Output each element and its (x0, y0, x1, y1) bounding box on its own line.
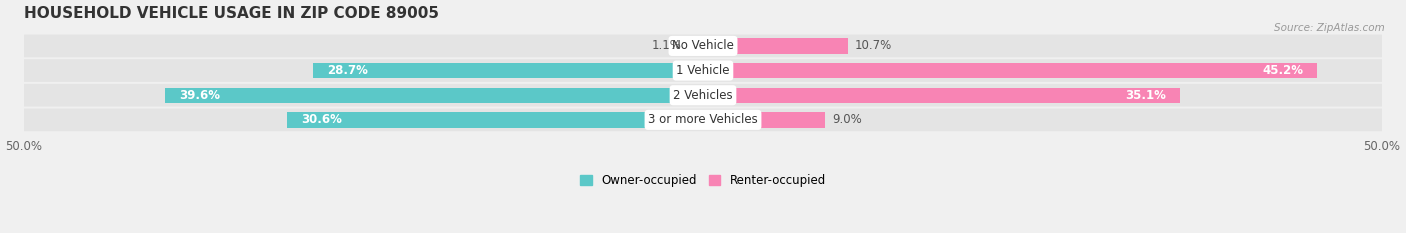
Bar (703, 63, 1317, 78)
Bar (287, 112, 703, 127)
Bar (314, 63, 703, 78)
Text: 39.6%: 39.6% (179, 89, 219, 102)
Bar (166, 88, 703, 103)
Text: 30.6%: 30.6% (301, 113, 342, 126)
Text: 45.2%: 45.2% (1263, 64, 1303, 77)
Text: 1.1%: 1.1% (651, 39, 682, 52)
Bar (703, 112, 825, 127)
Text: 9.0%: 9.0% (832, 113, 862, 126)
Text: 2 Vehicles: 2 Vehicles (673, 89, 733, 102)
Text: 35.1%: 35.1% (1125, 89, 1166, 102)
Text: 10.7%: 10.7% (855, 39, 893, 52)
Legend: Owner-occupied, Renter-occupied: Owner-occupied, Renter-occupied (579, 174, 827, 187)
FancyBboxPatch shape (24, 59, 1382, 82)
Bar (703, 38, 848, 54)
Text: No Vehicle: No Vehicle (672, 39, 734, 52)
Bar (688, 38, 703, 54)
Text: 1 Vehicle: 1 Vehicle (676, 64, 730, 77)
Text: Source: ZipAtlas.com: Source: ZipAtlas.com (1274, 23, 1385, 33)
FancyBboxPatch shape (24, 84, 1382, 106)
Text: 3 or more Vehicles: 3 or more Vehicles (648, 113, 758, 126)
Text: HOUSEHOLD VEHICLE USAGE IN ZIP CODE 89005: HOUSEHOLD VEHICLE USAGE IN ZIP CODE 8900… (24, 6, 439, 21)
FancyBboxPatch shape (24, 34, 1382, 57)
Bar (703, 88, 1180, 103)
Text: 28.7%: 28.7% (326, 64, 368, 77)
FancyBboxPatch shape (24, 109, 1382, 131)
